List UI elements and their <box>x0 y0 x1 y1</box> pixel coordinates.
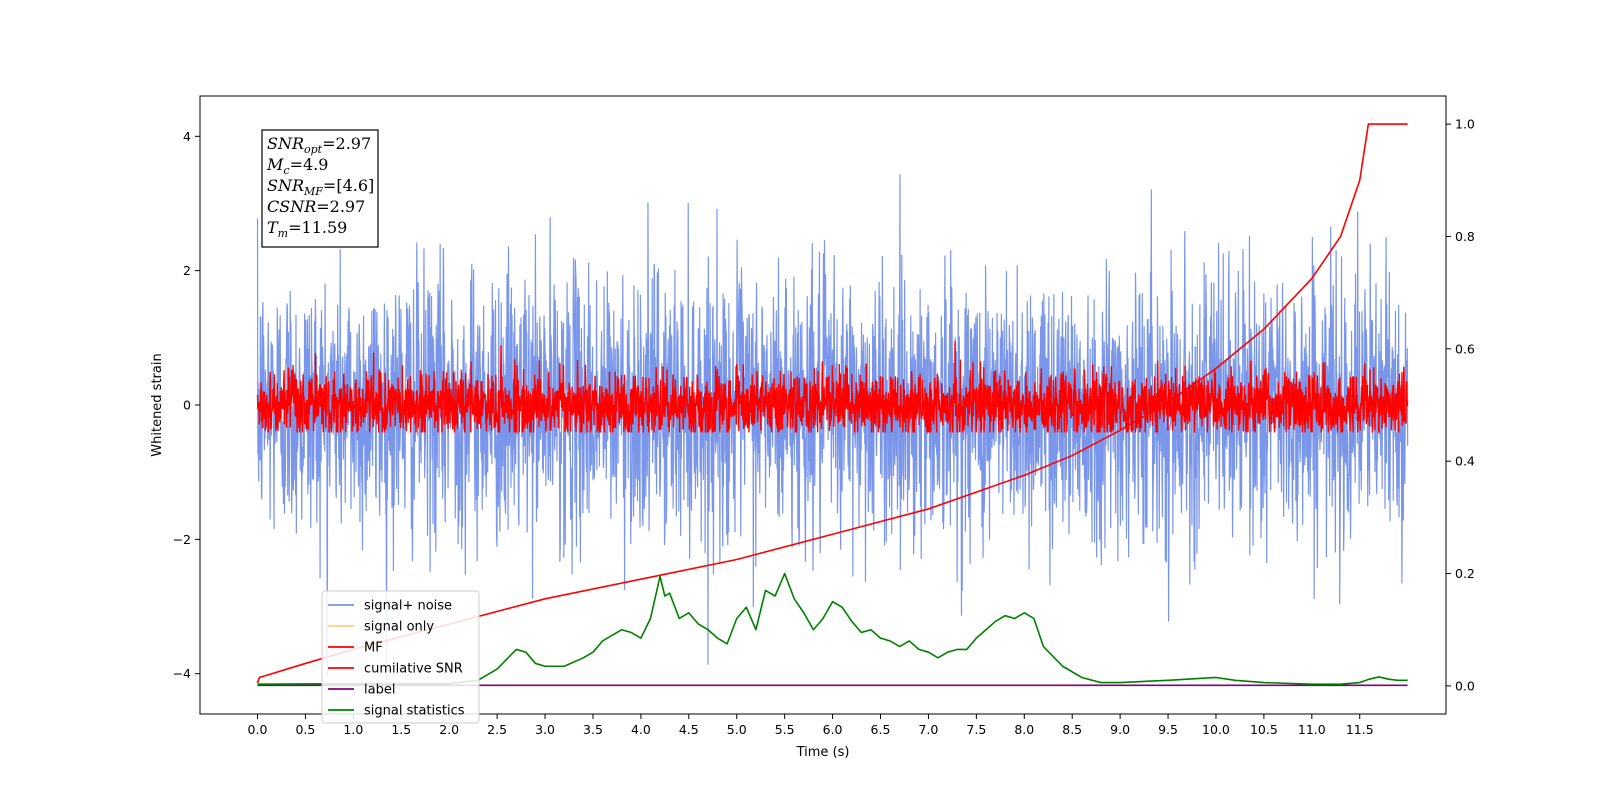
legend-label-signal-noise: signal+ noise <box>364 599 452 614</box>
annotation-line-snropt: SNRopt=2.97 <box>267 134 371 156</box>
y2-tick-label: 1.0 <box>1455 117 1475 132</box>
x-tick-label: 8.0 <box>1014 722 1034 737</box>
x-tick-label: 4.5 <box>679 722 699 737</box>
x-tick-label: 0.5 <box>295 722 315 737</box>
x-tick-label: 11.5 <box>1346 722 1374 737</box>
x-tick-label: 2.0 <box>439 722 459 737</box>
x-tick-label: 8.5 <box>1062 722 1082 737</box>
legend-label-mf: MF <box>364 641 383 656</box>
x-axis-title: Time (s) <box>796 745 850 760</box>
x-tick-label: 10.0 <box>1202 722 1230 737</box>
x-tick-label: 2.5 <box>487 722 507 737</box>
x-tick-label: 1.5 <box>391 722 411 737</box>
annotation-line-tm: Tm=11.59 <box>267 218 347 240</box>
legend-label-cumilative-snr: cumilative SNR <box>364 662 463 677</box>
y-tick-label: 2 <box>183 263 191 278</box>
x-tick-label: 9.5 <box>1158 722 1178 737</box>
x-tick-label: 5.0 <box>727 722 747 737</box>
x-tick-label: 5.5 <box>775 722 795 737</box>
y-tick-label: 0 <box>183 398 191 413</box>
x-tick-label: 6.5 <box>871 722 891 737</box>
annotation-frame <box>261 129 379 248</box>
y-axis: −4 −2 0 2 4 <box>173 129 200 681</box>
x-tick-label: 3.0 <box>535 722 555 737</box>
x-tick-label: 11.0 <box>1298 722 1326 737</box>
legend-label-signal-only: signal only <box>364 620 434 635</box>
y-tick-label: −2 <box>173 532 191 547</box>
legend-label-signal-statistics: signal statistics <box>364 704 465 719</box>
x-tick-label: 10.5 <box>1250 722 1278 737</box>
y-axis-title: Whitened strain <box>150 353 165 456</box>
series-mf <box>256 341 1409 433</box>
x-tick-label: 7.5 <box>966 722 986 737</box>
y2-tick-label: 0.0 <box>1455 678 1475 693</box>
x-tick-label: 0.0 <box>248 722 268 737</box>
legend: signal+ noise signal only MF cumilative SNR… <box>321 590 480 724</box>
x-tick-label: 6.0 <box>823 722 843 737</box>
x-axis: 0.0 0.5 1.0 1.5 2.0 2.5 3.0 3.5 4.0 4.5 5.0 5.5 6.0 6… <box>248 714 1374 737</box>
annotation-line-snrmf: SNRMF=[4.6] <box>267 176 374 198</box>
x-tick-label: 4.0 <box>631 722 651 737</box>
x-tick-label: 9.0 <box>1110 722 1130 737</box>
x-tick-label: 7.0 <box>918 722 938 737</box>
y2-tick-label: 0.6 <box>1455 341 1475 356</box>
annotation-line-csnr: CSNR=2.97 <box>267 197 365 216</box>
y-tick-label: −4 <box>173 666 191 681</box>
y2-tick-label: 0.4 <box>1455 454 1475 469</box>
y-tick-label: 4 <box>183 129 191 144</box>
legend-frame <box>321 590 480 724</box>
series-signal-statistics <box>257 572 1408 686</box>
y2-tick-label: 0.8 <box>1455 229 1475 244</box>
y2-tick-label: 0.2 <box>1455 566 1475 581</box>
series-signal-noise <box>256 173 1409 682</box>
y2-axis: 0.0 0.2 0.4 0.6 0.8 1.0 <box>1446 117 1475 693</box>
x-tick-label: 3.5 <box>583 722 603 737</box>
annotation-line-mc: Mc=4.9 <box>266 155 328 177</box>
legend-label-label: label <box>364 683 395 698</box>
x-tick-label: 1.0 <box>343 722 363 737</box>
